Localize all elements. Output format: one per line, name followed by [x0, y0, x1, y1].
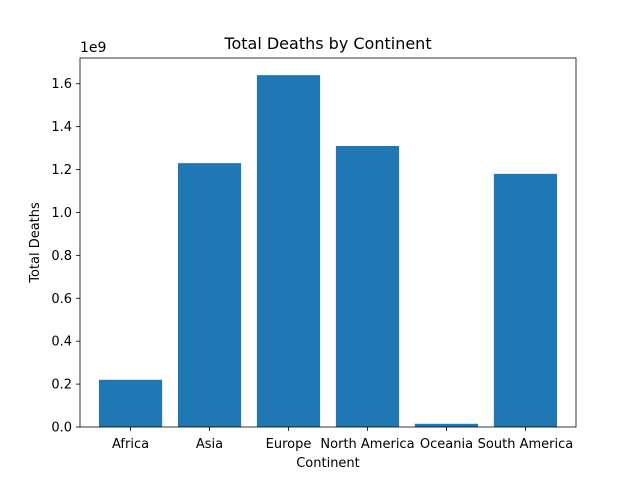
y-axis: 0.0 0.2 0.4 0.6 0.8 1.0 1.2 1.4 1.6 — [51, 77, 80, 436]
x-tick-label: Oceania — [420, 437, 473, 452]
x-axis: Africa Asia Europe North America Oceania Sout… — [112, 427, 573, 452]
y-offset-label: 1e9 — [80, 40, 106, 56]
y-tick-label: 0.6 — [51, 292, 72, 307]
y-tick-label: 0.2 — [51, 378, 72, 393]
y-tick-label: 1.2 — [51, 163, 72, 178]
chart-title: Total Deaths by Continent — [223, 34, 431, 53]
y-axis-label: Total Deaths — [28, 202, 43, 284]
bar-north-america — [335, 145, 400, 428]
x-tick-label: South America — [478, 437, 574, 452]
bar-asia — [177, 163, 242, 428]
bar-south-america — [493, 173, 558, 427]
plot-frame — [79, 57, 577, 428]
y-tick-label: 1.4 — [51, 120, 72, 135]
x-axis-label: Continent — [296, 456, 360, 471]
x-tick-label: Europe — [266, 437, 312, 452]
bar-oceania — [414, 423, 479, 427]
bar-europe — [256, 75, 321, 428]
bars-group — [98, 75, 558, 428]
x-tick-label: North America — [320, 437, 414, 452]
y-tick-label: 0.8 — [51, 249, 72, 264]
y-tick-label: 0.0 — [51, 421, 72, 436]
x-tick-label: Africa — [112, 437, 149, 452]
y-tick-label: 0.4 — [51, 335, 72, 350]
y-tick-label: 1.6 — [51, 77, 72, 92]
x-tick-label: Asia — [196, 437, 223, 452]
y-tick-label: 1.0 — [51, 206, 72, 221]
bar-africa — [98, 379, 163, 427]
